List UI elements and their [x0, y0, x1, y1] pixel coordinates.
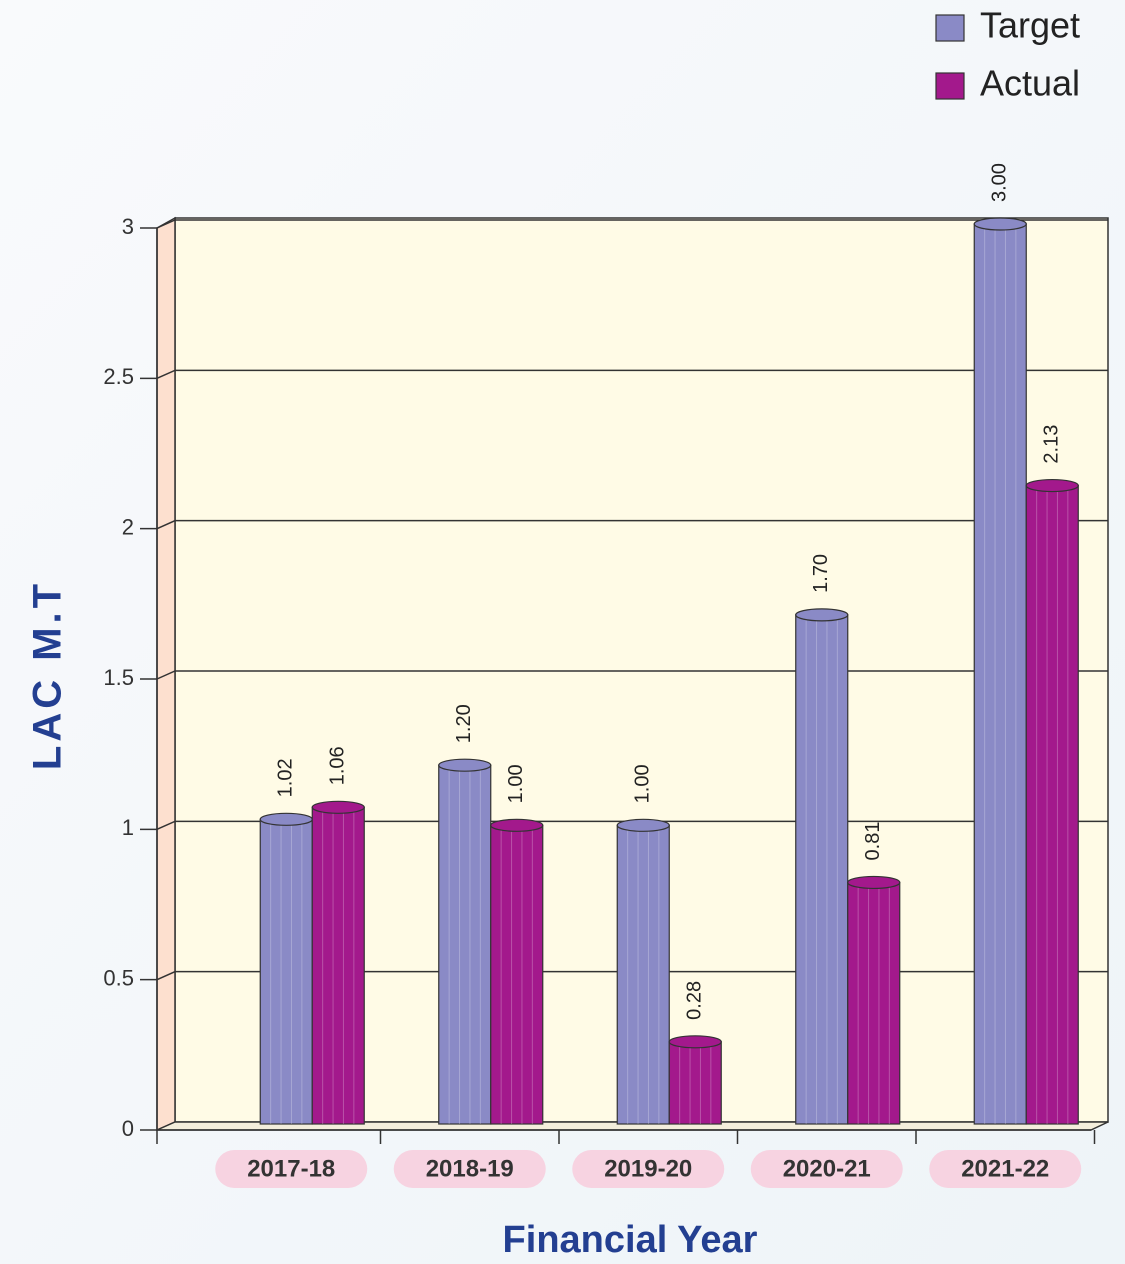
bar-cap [259, 812, 313, 826]
y-tick-label: 0 [122, 1116, 134, 1141]
x-tick-label: 2018-19 [426, 1155, 514, 1182]
value-label: 1.00 [505, 764, 527, 803]
grid-line [156, 519, 1108, 530]
value-label: 0.28 [684, 981, 706, 1020]
category-pill [929, 1150, 1082, 1188]
x-tick-label: 2021-22 [961, 1155, 1049, 1182]
category-pill [393, 1150, 546, 1188]
x-tick-label: 2019-20 [604, 1155, 692, 1182]
legend-swatch [935, 72, 965, 100]
bar-cap [438, 758, 492, 772]
bar-cap [616, 818, 670, 832]
side-wall [156, 216, 176, 1132]
value-label: 3.00 [989, 163, 1011, 202]
bar [259, 818, 313, 1125]
y-tick-label: 2 [122, 514, 134, 539]
bar [438, 764, 492, 1125]
bar [847, 881, 901, 1125]
y-tick-label: 1 [122, 815, 134, 840]
value-label: 1.06 [327, 746, 349, 785]
bar [616, 824, 670, 1125]
legend-label: Target [980, 5, 1080, 46]
y-axis-label: LAC M.T [26, 580, 70, 770]
grid-line [156, 369, 1108, 380]
x-tick-label: 2017-18 [247, 1155, 335, 1182]
bar-cap [973, 217, 1027, 231]
value-label: 0.81 [862, 822, 884, 861]
x-axis-label: Financial Year [503, 1219, 758, 1261]
category-pill [215, 1150, 368, 1188]
value-label: 1.20 [453, 704, 475, 743]
bar [668, 1041, 722, 1125]
bar [973, 223, 1027, 1125]
category-pill [572, 1150, 725, 1188]
y-tick-label: 1.5 [103, 665, 134, 690]
bar [795, 614, 849, 1125]
bar-cap [1025, 478, 1079, 493]
bar-cap [795, 608, 849, 622]
x-tick-label: 2020-21 [783, 1155, 871, 1182]
bar [1025, 484, 1079, 1125]
value-label: 1.02 [275, 758, 297, 797]
legend-label: Actual [980, 63, 1080, 104]
legend-swatch [935, 14, 965, 42]
y-tick-label: 0.5 [103, 965, 134, 990]
bar-cap [311, 800, 365, 814]
category-pill [750, 1150, 903, 1188]
value-label: 1.00 [632, 764, 654, 803]
bar [311, 806, 365, 1125]
grid-line [156, 219, 1108, 229]
bar-cap [668, 1035, 722, 1049]
bar-cap [847, 875, 901, 890]
bar [490, 824, 544, 1125]
value-label: 1.70 [810, 554, 832, 593]
y-tick-label: 3 [122, 214, 134, 239]
bar-cap [490, 818, 544, 832]
value-label: 2.13 [1041, 425, 1063, 464]
y-tick-label: 2.5 [103, 364, 134, 389]
